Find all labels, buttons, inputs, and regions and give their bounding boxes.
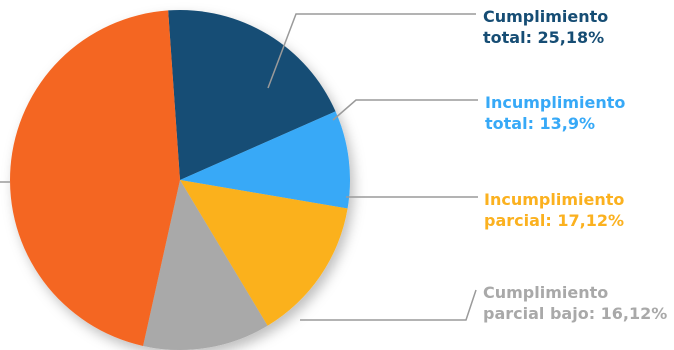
slice-incumplimiento-total bbox=[180, 111, 351, 209]
label-cumplimiento-parcial-bajo-line2: parcial bajo: 16,12% bbox=[483, 304, 668, 323]
label-incumplimiento-parcial-line2: parcial: 17,12% bbox=[484, 211, 624, 230]
label-incumplimiento-total-line1: Incumplimiento bbox=[485, 93, 626, 112]
leader-cumplimiento-parcial-bajo bbox=[300, 289, 477, 321]
label-cumplimiento-total-line2: total: 25,18% bbox=[483, 28, 605, 47]
label-cumplimiento-total: Cumplimiento total: 25,18% bbox=[483, 6, 608, 48]
leader-incumplimiento-total bbox=[332, 99, 478, 121]
label-incumplimiento-total: Incumplimiento total: 13,9% bbox=[485, 92, 625, 134]
slice-cumplimiento-total bbox=[168, 10, 336, 181]
label-incumplimiento-total-line2: total: 13,9% bbox=[485, 114, 596, 133]
label-incumplimiento-parcial-line1: Incumplimiento bbox=[484, 190, 625, 209]
slice-incumplimiento-parcial bbox=[180, 180, 348, 326]
slice-otros bbox=[9, 10, 181, 346]
label-cumplimiento-parcial-bajo-line1: Cumplimiento bbox=[483, 283, 609, 302]
label-cumplimiento-parcial-bajo: Cumplimiento parcial bajo: 16,12% bbox=[483, 282, 667, 324]
label-incumplimiento-parcial: Incumplimiento parcial: 17,12% bbox=[484, 189, 624, 231]
leader-cumplimiento-total bbox=[267, 13, 476, 89]
slice-cumplimiento-parcial-bajo bbox=[143, 180, 268, 350]
label-cumplimiento-total-line1: Cumplimiento bbox=[483, 7, 609, 26]
